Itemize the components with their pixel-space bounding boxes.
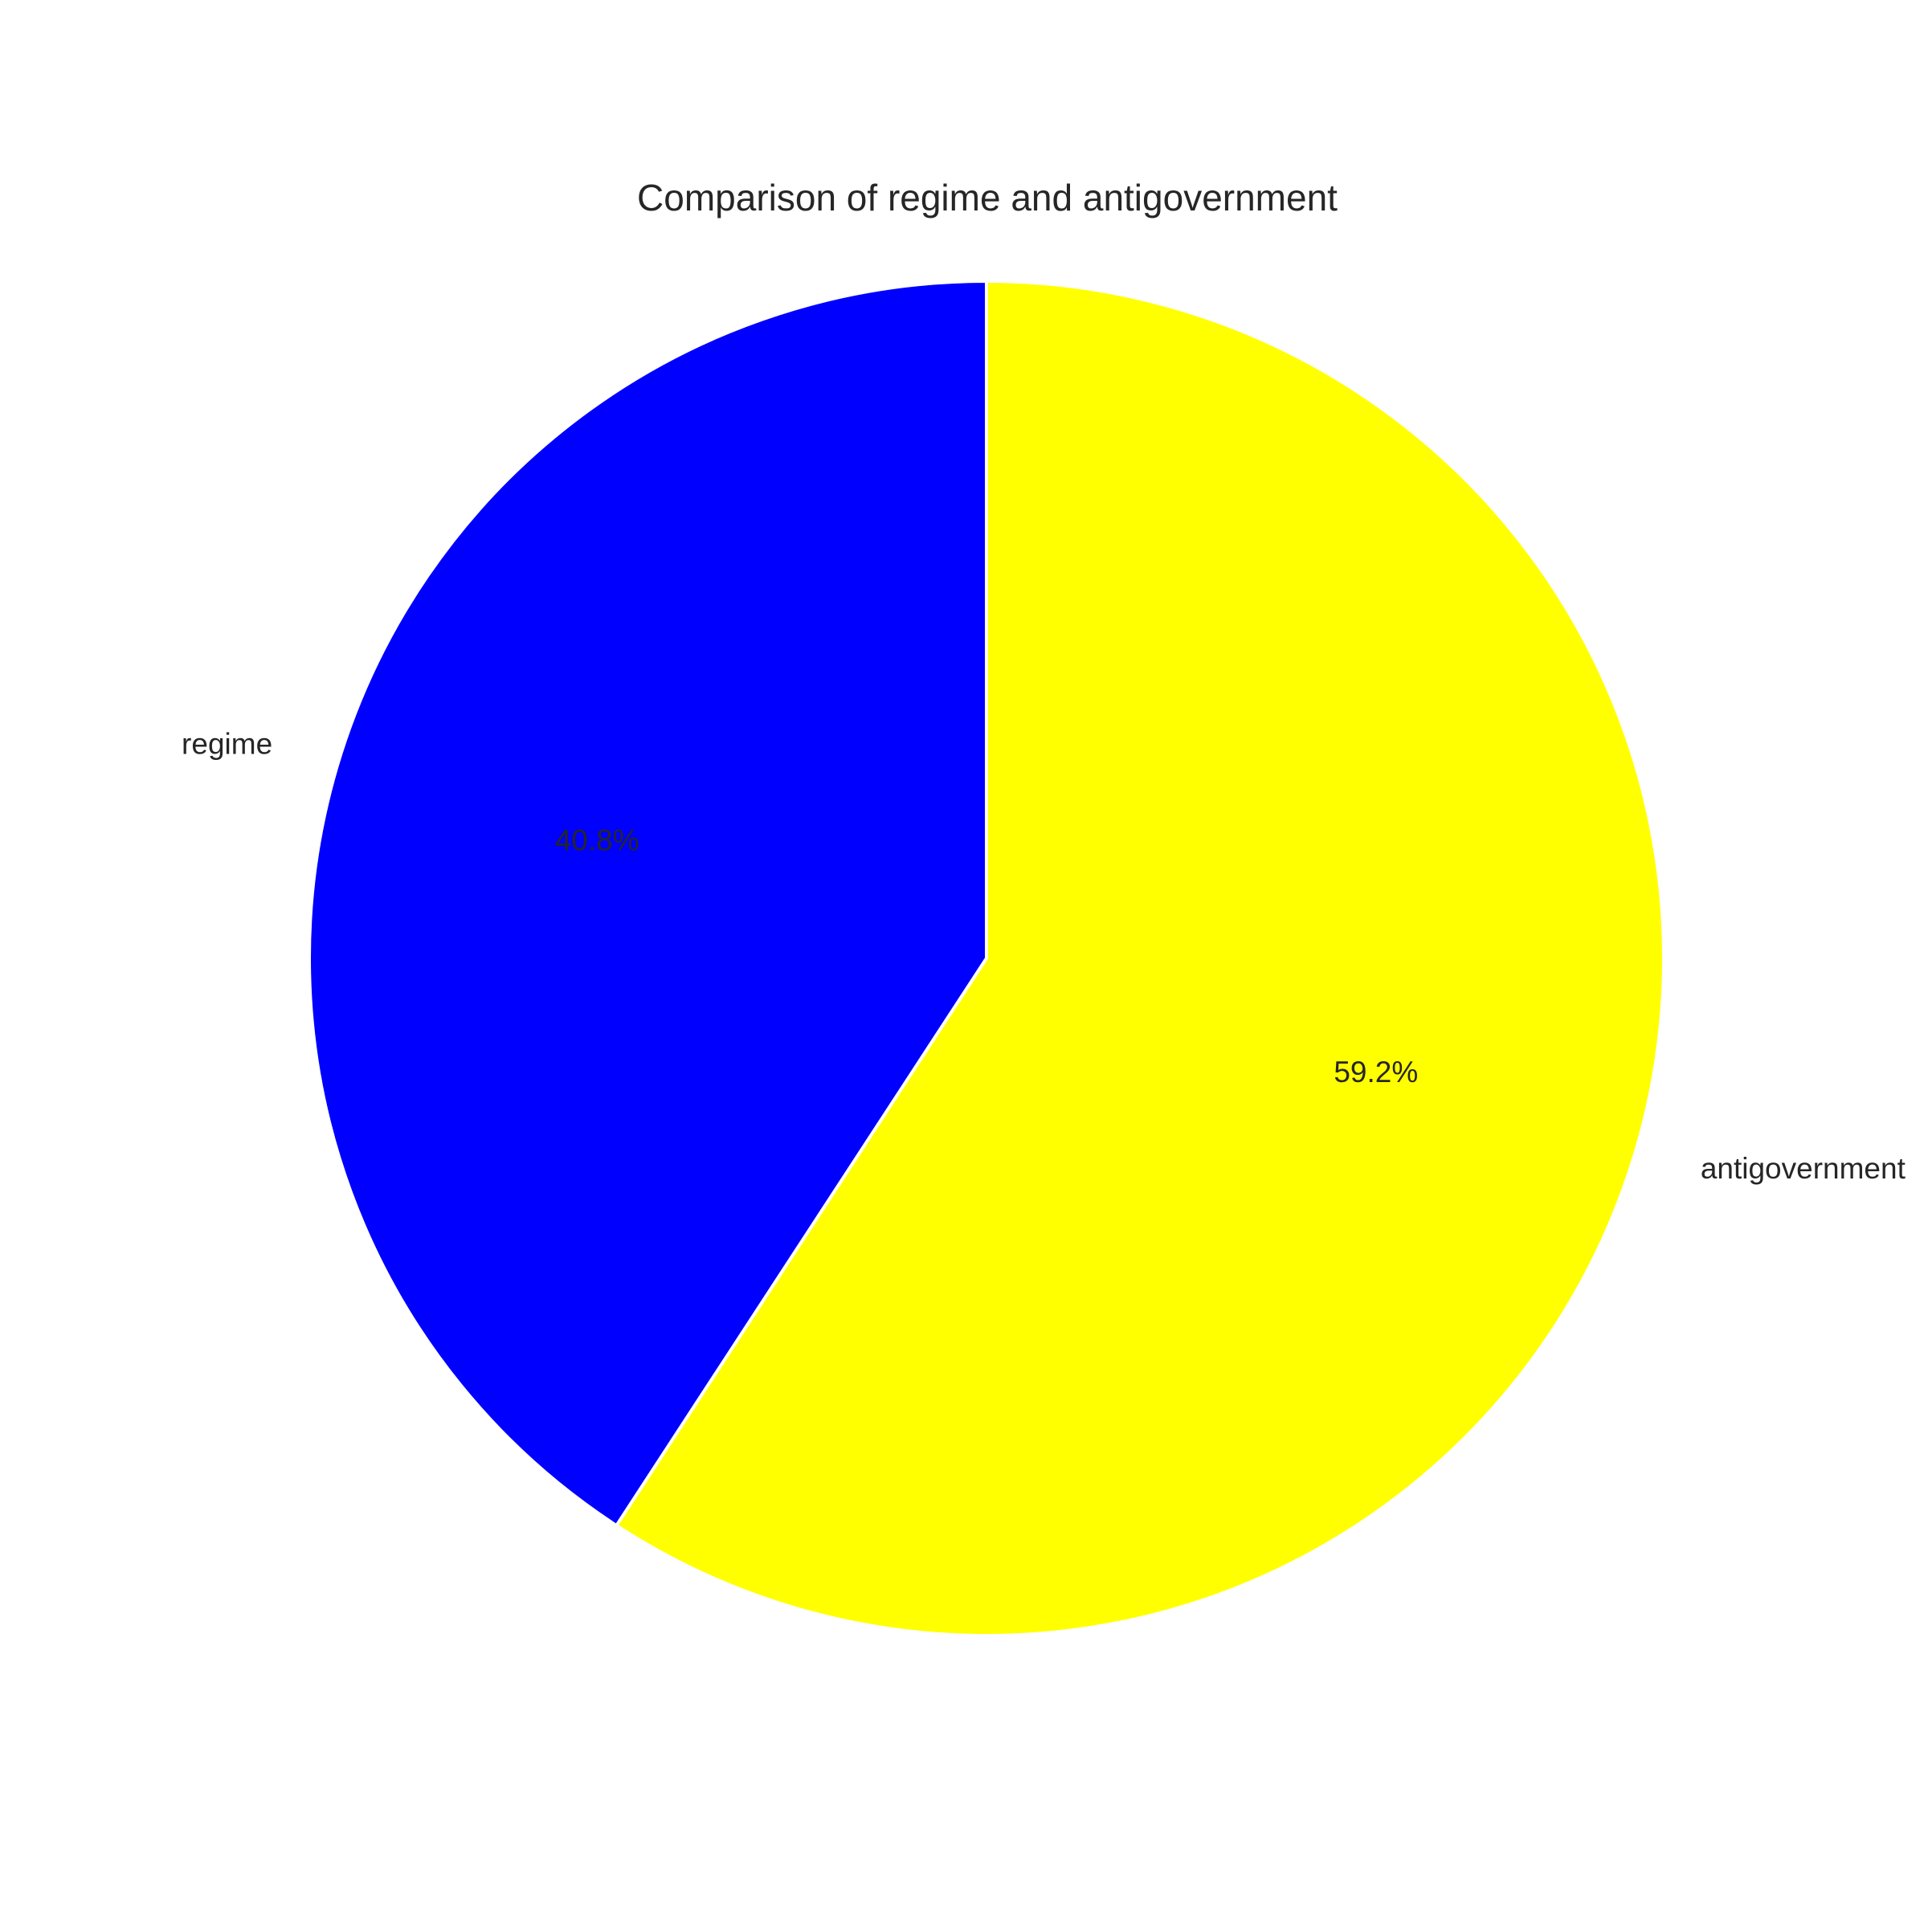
pie-slices [308,280,1665,1637]
slice-percent-regime: 40.8% [555,824,639,857]
pie-labels: regime 40.8% antigovernment 59.2% [182,727,1906,1185]
pie-slice-antigovernment [615,280,1665,1637]
slice-label-regime: regime [182,727,272,760]
slice-percent-antigovernment: 59.2% [1334,1056,1418,1089]
slice-label-antigovernment: antigovernment [1701,1152,1906,1185]
chart-title: Comparison of regime and antigovernment [637,177,1338,219]
pie-slice-regime [308,280,988,1528]
